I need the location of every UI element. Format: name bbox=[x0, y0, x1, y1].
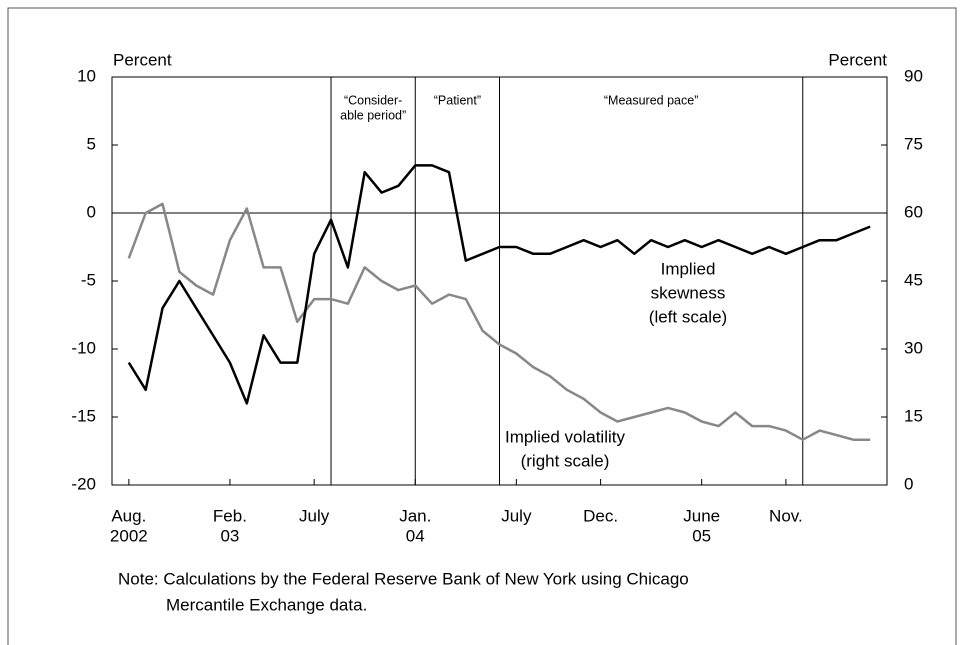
y-tick-label: -20 bbox=[71, 474, 96, 493]
frame bbox=[7, 7, 957, 645]
x-tick-label: Nov. bbox=[769, 506, 803, 525]
series-line bbox=[127, 164, 871, 405]
series-label: Implied bbox=[661, 259, 716, 278]
x-tick-label: Aug. bbox=[111, 506, 146, 525]
y-tick-label: -5 bbox=[81, 270, 96, 289]
y2-tick-label: 60 bbox=[904, 202, 923, 221]
y2-tick-label: 0 bbox=[904, 474, 913, 493]
x-tick-label: Jan. bbox=[399, 506, 431, 525]
y-tick-label: -15 bbox=[71, 406, 96, 425]
x-tick-label: Feb. bbox=[213, 506, 247, 525]
series-line bbox=[127, 202, 871, 441]
y2-axis-title: Percent bbox=[828, 50, 887, 69]
y-tick-label: 10 bbox=[77, 66, 96, 85]
y-tick-label: 0 bbox=[87, 202, 96, 221]
event-label: “Measured pace” bbox=[604, 93, 699, 107]
x-tick-label: 2002 bbox=[110, 526, 148, 545]
y2-tick-label: 45 bbox=[904, 270, 923, 289]
y2-tick-label: 90 bbox=[904, 66, 923, 85]
y-axis-title: Percent bbox=[113, 50, 172, 69]
y2-tick-label: 75 bbox=[904, 134, 923, 153]
x-tick-label: June bbox=[683, 506, 720, 525]
y-tick-label: -10 bbox=[71, 338, 96, 357]
x-tick-label: July bbox=[501, 506, 532, 525]
y2-tick-label: 15 bbox=[904, 406, 923, 425]
series-label: skewness bbox=[651, 283, 726, 302]
x-tick-label: 05 bbox=[692, 526, 711, 545]
x-tick-label: 03 bbox=[220, 526, 239, 545]
series-label: (left scale) bbox=[649, 307, 727, 326]
note: Mercantile Exchange data. bbox=[166, 595, 367, 614]
x-tick-label: July bbox=[299, 506, 330, 525]
series-label: (right scale) bbox=[521, 451, 610, 470]
y-tick-label: 5 bbox=[87, 134, 96, 153]
series-label: Implied volatility bbox=[505, 427, 625, 446]
event-label: “Consider- bbox=[344, 93, 402, 107]
y2-tick-label: 30 bbox=[904, 338, 923, 357]
event-label: able period” bbox=[340, 108, 406, 122]
x-tick-label: 04 bbox=[406, 526, 425, 545]
note: Note: Calculations by the Federal Reserv… bbox=[118, 569, 689, 588]
x-tick-label: Dec. bbox=[583, 506, 618, 525]
event-label: “Patient” bbox=[434, 93, 481, 107]
